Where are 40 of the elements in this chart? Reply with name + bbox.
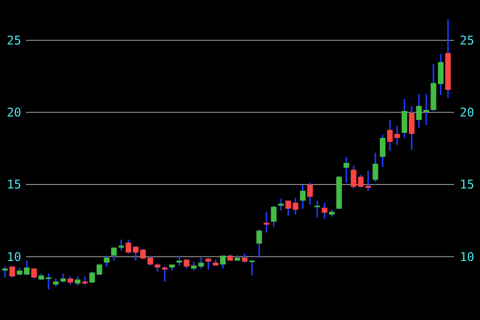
candlestick bbox=[344, 156, 350, 184]
candlestick bbox=[322, 202, 328, 220]
candlestick bbox=[176, 254, 182, 266]
candlestick bbox=[256, 228, 262, 258]
candlestick bbox=[184, 258, 190, 270]
y-tick-label: 20 bbox=[6, 106, 22, 120]
candlestick bbox=[264, 211, 270, 234]
candlestick bbox=[249, 259, 255, 276]
candlestick bbox=[46, 272, 52, 290]
candlestick bbox=[365, 170, 371, 192]
y2-tick-label: 15 bbox=[460, 178, 474, 192]
candlestick bbox=[307, 182, 313, 206]
candlestick bbox=[402, 98, 408, 139]
candlestick bbox=[118, 238, 124, 252]
y2-tick-label: 20 bbox=[460, 106, 474, 120]
candlestick bbox=[198, 256, 204, 270]
candlestick bbox=[2, 266, 8, 278]
candlestick bbox=[31, 267, 37, 280]
y2-tick-label: 25 bbox=[460, 34, 474, 48]
candlestick bbox=[380, 134, 386, 168]
candlestick bbox=[408, 105, 414, 151]
candlestick bbox=[372, 152, 378, 183]
candlestick bbox=[278, 198, 284, 212]
candlestick bbox=[9, 265, 16, 278]
candlestick bbox=[111, 246, 117, 262]
y2-tick-label: 10 bbox=[460, 250, 474, 264]
candlestick bbox=[387, 119, 393, 152]
candlestick bbox=[314, 200, 320, 218]
y-tick-label: 25 bbox=[6, 34, 22, 48]
candlestick bbox=[206, 257, 212, 270]
candlestick bbox=[394, 125, 400, 146]
y-tick-label: 15 bbox=[6, 178, 22, 192]
candlestick bbox=[104, 254, 110, 268]
candlestick bbox=[242, 252, 248, 264]
y-tick-label: 10 bbox=[6, 250, 22, 264]
candlestick bbox=[270, 205, 277, 228]
candlestick bbox=[300, 184, 306, 210]
candlestick bbox=[162, 266, 168, 282]
candlestick bbox=[220, 254, 226, 270]
candlestick bbox=[74, 276, 80, 286]
